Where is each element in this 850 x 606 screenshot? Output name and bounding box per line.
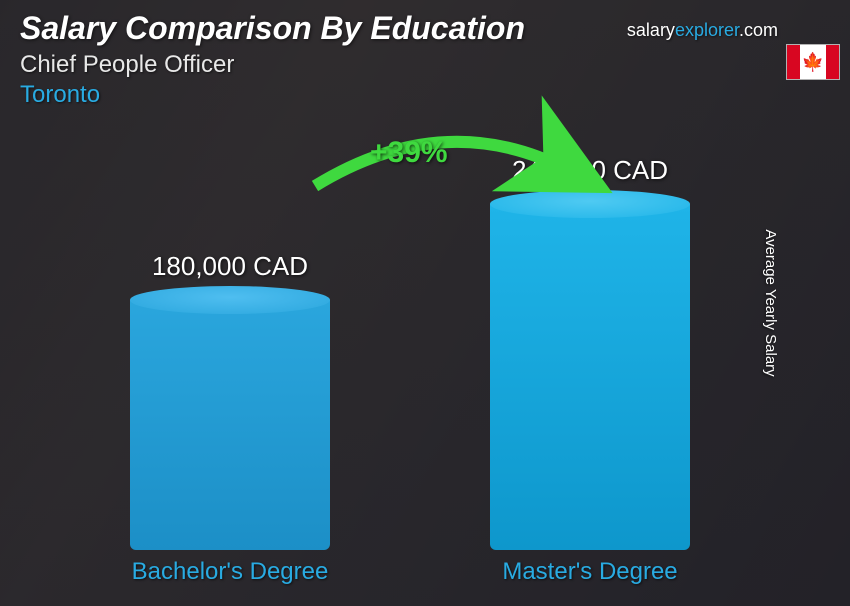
delta-label: +39% xyxy=(370,136,448,170)
location: Toronto xyxy=(20,81,525,109)
category-label: Bachelor's Degree xyxy=(100,558,360,586)
bar-fill xyxy=(490,204,690,550)
bar-body xyxy=(130,300,330,550)
increase-arrow-icon xyxy=(295,116,595,226)
category-label: Master's Degree xyxy=(460,558,720,586)
bar xyxy=(490,204,690,550)
header: Salary Comparison By Education Chief Peo… xyxy=(20,10,525,109)
bar xyxy=(130,300,330,550)
brand-part1: salary xyxy=(627,20,675,40)
page-title: Salary Comparison By Education xyxy=(20,10,525,47)
bar-body xyxy=(490,204,690,550)
bar-top-ellipse xyxy=(130,286,330,314)
bar-chart: 180,000 CAD Bachelor's Degree 249,000 CA… xyxy=(0,150,820,590)
brand-part2: explorer xyxy=(675,20,739,40)
brand-label: salaryexplorer.com xyxy=(627,20,778,41)
canada-flag-icon: 🍁 xyxy=(786,44,840,80)
brand-part3: .com xyxy=(739,20,778,40)
maple-leaf-icon: 🍁 xyxy=(802,53,824,71)
subtitle: Chief People Officer xyxy=(20,51,525,79)
value-label: 180,000 CAD xyxy=(100,251,360,282)
bar-fill xyxy=(130,300,330,550)
